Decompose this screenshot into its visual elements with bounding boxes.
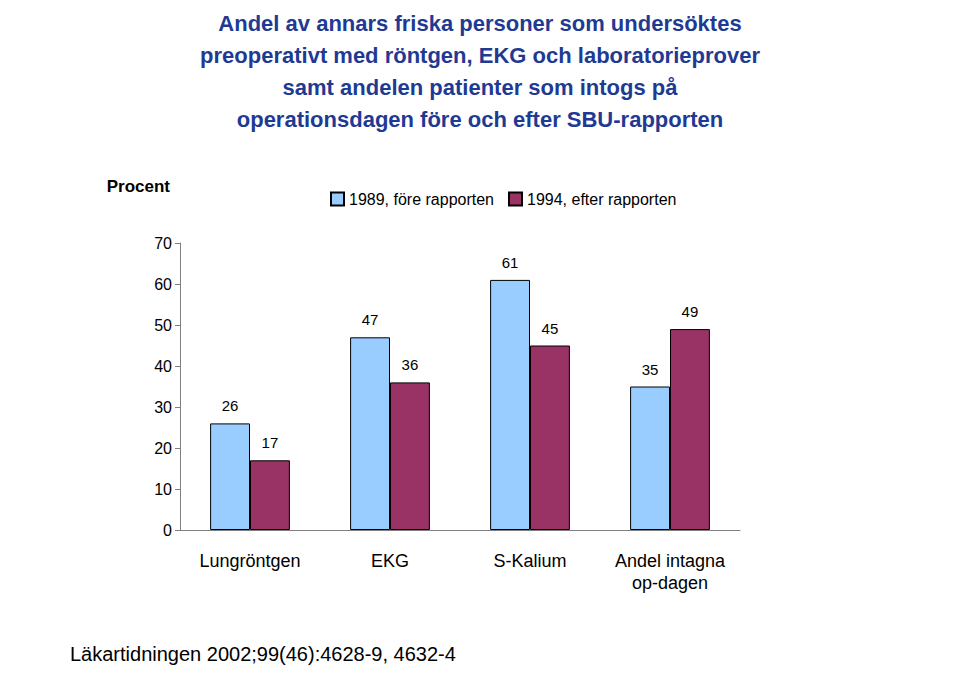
svg-text:40: 40 [154, 358, 172, 375]
svg-text:47: 47 [362, 311, 379, 328]
svg-text:61: 61 [502, 254, 519, 271]
svg-text:20: 20 [154, 440, 172, 457]
svg-text:Andel intagna: Andel intagna [615, 551, 726, 571]
svg-text:36: 36 [402, 356, 419, 373]
svg-text:operationsdagen före och efter: operationsdagen före och efter SBU-rappo… [237, 107, 724, 132]
svg-text:Lungröntgen: Lungröntgen [199, 551, 300, 571]
svg-text:50: 50 [154, 317, 172, 334]
svg-text:0: 0 [163, 522, 172, 539]
svg-text:17: 17 [262, 434, 279, 451]
svg-text:30: 30 [154, 399, 172, 416]
svg-text:Procent: Procent [107, 177, 171, 196]
svg-text:10: 10 [154, 481, 172, 498]
svg-text:EKG: EKG [371, 551, 409, 571]
svg-text:70: 70 [154, 235, 172, 252]
svg-text:35: 35 [642, 361, 659, 378]
svg-text:op-dagen: op-dagen [632, 573, 708, 593]
svg-text:Andel av annars friska persone: Andel av annars friska personer som unde… [218, 11, 741, 36]
svg-text:60: 60 [154, 276, 172, 293]
svg-text:26: 26 [222, 397, 239, 414]
svg-text:1994, efter rapporten: 1994, efter rapporten [527, 191, 676, 208]
svg-text:samt andelen patienter som int: samt andelen patienter som intogs på [283, 75, 679, 100]
svg-text:45: 45 [542, 320, 559, 337]
svg-text:1989, före rapporten: 1989, före rapporten [349, 191, 494, 208]
svg-text:Läkartidningen 2002;99(46):462: Läkartidningen 2002;99(46):4628-9, 4632-… [70, 643, 456, 665]
svg-text:preoperativt med röntgen, EKG: preoperativt med röntgen, EKG och labora… [200, 43, 760, 68]
svg-text:49: 49 [682, 303, 699, 320]
svg-text:S-Kalium: S-Kalium [493, 551, 566, 571]
